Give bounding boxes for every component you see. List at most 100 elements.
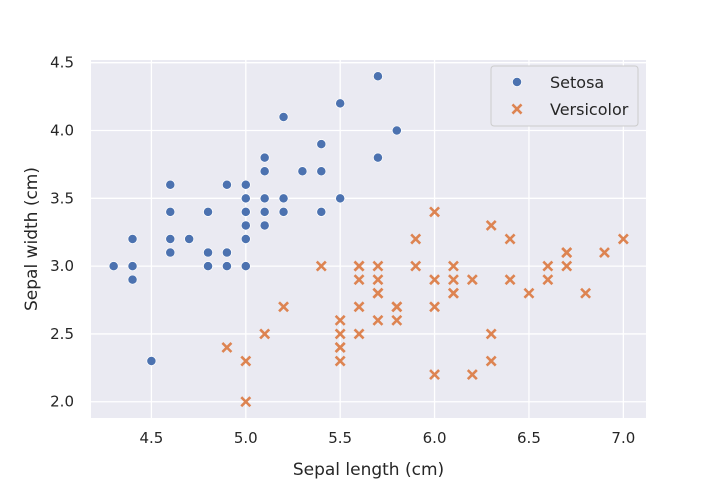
legend-circle-marker [512, 77, 522, 87]
versicolor-point [240, 396, 252, 408]
versicolor-point [353, 301, 365, 313]
versicolor-point [448, 287, 459, 299]
versicolor-point [334, 355, 346, 367]
setosa-point [127, 234, 138, 244]
versicolor-point [353, 328, 365, 340]
setosa-point [335, 193, 346, 204]
legend-x-marker [511, 103, 523, 115]
setosa-point [221, 261, 232, 272]
versicolor-point [504, 233, 516, 245]
setosa-point [259, 220, 270, 231]
versicolor-point [278, 301, 289, 313]
setosa-point [146, 356, 157, 366]
versicolor-point [448, 260, 459, 272]
data-points [108, 71, 629, 408]
versicolor-point [372, 274, 384, 286]
setosa-point [165, 179, 176, 190]
setosa-point [259, 152, 270, 163]
versicolor-point [353, 260, 365, 272]
setosa-point [259, 206, 270, 217]
versicolor-point [599, 247, 610, 258]
versicolor-point [221, 342, 233, 353]
x-tick-label: 6.5 [517, 429, 541, 447]
legend-label-versicolor: Versicolor [550, 100, 629, 119]
versicolor-point [466, 369, 478, 381]
versicolor-point [504, 274, 516, 286]
setosa-point [221, 247, 232, 258]
x-tick-label: 5.5 [328, 429, 352, 447]
versicolor-point [429, 274, 441, 286]
setosa-point [165, 234, 176, 244]
versicolor-point [334, 314, 346, 326]
y-tick-label: 3.5 [50, 189, 74, 207]
legend-label-setosa: Setosa [550, 73, 604, 92]
versicolor-point [410, 233, 422, 245]
versicolor-point [485, 328, 497, 340]
x-tick-label: 6.0 [423, 429, 447, 447]
versicolor-point [334, 342, 346, 353]
setosa-point [240, 220, 251, 231]
versicolor-point [391, 314, 403, 326]
setosa-point [259, 193, 270, 204]
y-tick-label: 4.0 [50, 122, 74, 140]
setosa-point [278, 206, 289, 217]
y-tick-labels: 2.0 2.5 3.0 3.5 4.0 4.5 [50, 54, 74, 411]
x-axis-label: Sepal length (cm) [293, 460, 444, 480]
versicolor-point [542, 260, 554, 272]
x-tick-labels: 4.5 5.0 5.5 6.0 6.5 7.0 [139, 429, 635, 447]
legend-frame [490, 65, 639, 127]
setosa-point [203, 206, 213, 217]
y-tick-label: 2.5 [50, 325, 74, 343]
versicolor-point [334, 328, 346, 340]
setosa-point [372, 152, 383, 163]
versicolor-point [523, 287, 535, 299]
setosa-point [372, 71, 383, 82]
y-tick-label: 2.0 [50, 393, 74, 411]
versicolor-point [372, 314, 384, 326]
setosa-point [108, 261, 119, 272]
versicolor-point [429, 301, 441, 313]
legend: Setosa Versicolor [490, 65, 639, 127]
versicolor-point [240, 355, 252, 367]
y-axis-label: Sepal width (cm) [22, 167, 42, 311]
setosa-point [127, 274, 138, 285]
versicolor-point [617, 233, 629, 245]
setosa-point [278, 112, 289, 122]
setosa-point [278, 193, 289, 204]
versicolor-point [353, 274, 365, 286]
setosa-point [297, 166, 308, 177]
versicolor-point [466, 274, 478, 286]
setosa-point [240, 234, 251, 244]
x-tick-label: 5.0 [234, 429, 258, 447]
setosa-point [203, 261, 213, 272]
setosa-point [165, 206, 176, 217]
y-tick-label: 3.0 [50, 257, 74, 275]
x-tick-label: 7.0 [611, 429, 635, 447]
versicolor-point [410, 260, 422, 272]
versicolor-point [485, 355, 497, 367]
x-tick-label: 4.5 [139, 429, 163, 447]
versicolor-point [391, 301, 403, 313]
setosa-point [335, 98, 346, 109]
versicolor-point [580, 287, 592, 299]
setosa-point [203, 247, 213, 258]
setosa-point [240, 179, 251, 190]
setosa-point [221, 179, 232, 190]
versicolor-point [315, 260, 327, 272]
y-tick-label: 4.5 [50, 54, 74, 72]
setosa-point [184, 234, 195, 244]
legend-setosa-marker [512, 77, 522, 87]
versicolor-point [429, 206, 441, 218]
setosa-point [240, 261, 251, 272]
setosa-point [165, 247, 176, 258]
setosa-point [240, 206, 251, 217]
versicolor-point [372, 260, 384, 272]
setosa-point [316, 166, 327, 177]
setosa-point [391, 125, 402, 136]
versicolor-point [561, 260, 573, 272]
setosa-point [127, 261, 138, 272]
versicolor-point [542, 274, 554, 286]
versicolor-point [485, 220, 497, 231]
